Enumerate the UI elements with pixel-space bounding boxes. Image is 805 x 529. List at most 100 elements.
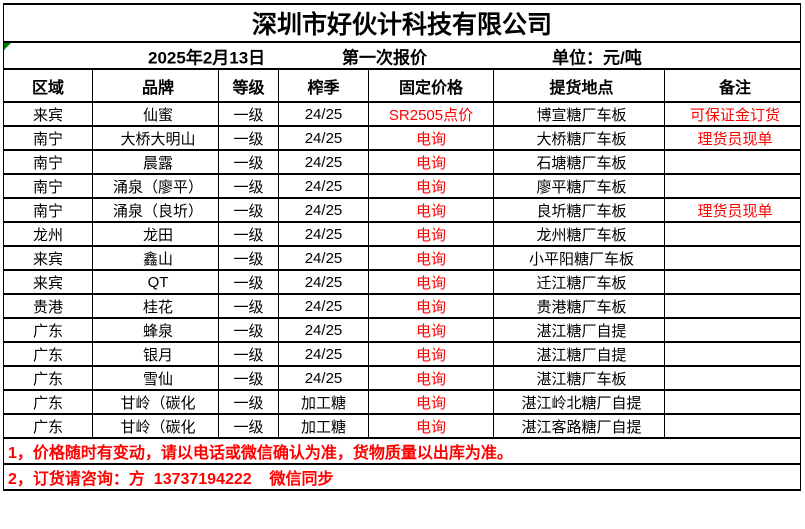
company-title: 深圳市好伙计科技有限公司	[2, 3, 802, 43]
cell-note	[663, 341, 802, 367]
cell-region: 广东	[3, 365, 93, 391]
cell-season: 24/25	[278, 125, 369, 151]
cell-region: 广东	[3, 389, 93, 415]
cell-price: 电询	[368, 245, 494, 271]
cell-price: 电询	[368, 125, 494, 151]
cell-region: 广东	[3, 317, 93, 343]
footnote-row-1: 1，价格随时有变动，请以电话或微信确认为准，货物质量以出库为准。	[2, 437, 802, 465]
cell-brand: 银月	[92, 341, 219, 367]
cell-brand: 大桥大明山	[92, 125, 219, 151]
cell-location: 博宣糖厂车板	[493, 101, 665, 127]
cell-region: 龙州	[3, 221, 93, 247]
cell-grade: 一级	[218, 197, 279, 223]
cell-season: 24/25	[278, 317, 369, 343]
cell-note: 理货员现单	[663, 197, 802, 223]
table-row: 广东 蜂泉 一级 24/25 电询 湛江糖厂自提	[3, 317, 802, 343]
cell-corner-indicator-icon	[4, 44, 11, 50]
cell-grade: 一级	[218, 365, 279, 391]
cell-brand: 蜂泉	[92, 317, 219, 343]
table-row: 广东 甘岭（碳化 一级 加工糖 电询 湛江岭北糖厂自提	[3, 389, 802, 415]
cell-grade: 一级	[218, 317, 279, 343]
table-row: 龙州 龙田 一级 24/25 电询 龙州糖厂车板	[3, 221, 802, 247]
cell-region: 南宁	[3, 149, 93, 175]
cell-season: 24/25	[278, 197, 369, 223]
cell-location: 大桥糖厂车板	[493, 125, 665, 151]
cell-price: 电询	[368, 269, 494, 295]
cell-price: 电询	[368, 389, 494, 415]
cell-grade: 一级	[218, 245, 279, 271]
cell-brand: 仙蜜	[92, 101, 219, 127]
cell-price: 电询	[368, 293, 494, 319]
cell-location: 小平阳糖厂车板	[493, 245, 665, 271]
cell-location: 贵港糖厂车板	[493, 293, 665, 319]
table-row: 广东 雪仙 一级 24/25 电询 湛江糖厂车板	[3, 365, 802, 391]
unit-label: 单位：元/吨	[552, 48, 642, 67]
cell-note	[663, 149, 802, 175]
quotation-table: 深圳市好伙计科技有限公司 2025年2月13日 第一次报价 单位：元/吨 区域 …	[2, 3, 802, 491]
cell-note	[663, 269, 802, 295]
table-row: 南宁 涌泉（良圻） 一级 24/25 电询 良圻糖厂车板 理货员现单	[3, 197, 802, 223]
cell-grade: 一级	[218, 341, 279, 367]
cell-brand: 鑫山	[92, 245, 219, 271]
cell-season: 加工糖	[278, 389, 369, 415]
cell-season: 加工糖	[278, 413, 369, 439]
cell-grade: 一级	[218, 413, 279, 439]
cell-season: 24/25	[278, 341, 369, 367]
cell-region: 广东	[3, 413, 93, 439]
cell-note: 可保证金订货	[663, 101, 802, 127]
table-row: 来宾 QT 一级 24/25 电询 迁江糖厂车板	[3, 269, 802, 295]
cell-price: 电询	[368, 413, 494, 439]
table-row: 南宁 涌泉（廖平） 一级 24/25 电询 廖平糖厂车板	[3, 173, 802, 199]
cell-location: 石塘糖厂车板	[493, 149, 665, 175]
cell-location: 湛江糖厂车板	[493, 365, 665, 391]
col-header-brand: 品牌	[92, 68, 219, 103]
cell-brand: 龙田	[92, 221, 219, 247]
cell-grade: 一级	[218, 269, 279, 295]
cell-season: 24/25	[278, 101, 369, 127]
cell-note	[663, 245, 802, 271]
cell-brand: 桂花	[92, 293, 219, 319]
cell-note	[663, 317, 802, 343]
cell-grade: 一级	[218, 389, 279, 415]
cell-location: 廖平糖厂车板	[493, 173, 665, 199]
table-row: 广东 银月 一级 24/25 电询 湛江糖厂自提	[3, 341, 802, 367]
cell-region: 来宾	[3, 269, 93, 295]
cell-brand: 涌泉（廖平）	[92, 173, 219, 199]
table-row: 南宁 晨露 一级 24/25 电询 石塘糖厂车板	[3, 149, 802, 175]
quote-round: 第一次报价	[342, 48, 427, 67]
cell-price: SR2505点价	[368, 101, 494, 127]
cell-location: 湛江糖厂自提	[493, 341, 665, 367]
table-row: 来宾 仙蜜 一级 24/25 SR2505点价 博宣糖厂车板 可保证金订货	[3, 101, 802, 127]
quote-date: 2025年2月13日	[148, 48, 266, 67]
col-header-location: 提货地点	[493, 68, 665, 103]
cell-season: 24/25	[278, 149, 369, 175]
cell-location: 龙州糖厂车板	[493, 221, 665, 247]
cell-region: 南宁	[3, 125, 93, 151]
cell-region: 来宾	[3, 101, 93, 127]
cell-grade: 一级	[218, 149, 279, 175]
date-row: 2025年2月13日 第一次报价 单位：元/吨	[2, 41, 802, 70]
cell-price: 电询	[368, 197, 494, 223]
cell-season: 24/25	[278, 269, 369, 295]
cell-grade: 一级	[218, 221, 279, 247]
cell-season: 24/25	[278, 293, 369, 319]
cell-grade: 一级	[218, 125, 279, 151]
cell-region: 广东	[3, 341, 93, 367]
cell-price: 电询	[368, 365, 494, 391]
cell-price: 电询	[368, 221, 494, 247]
table-body: 深圳市好伙计科技有限公司 2025年2月13日 第一次报价 单位：元/吨 区域 …	[2, 3, 802, 491]
table-header-row: 区域 品牌 等级 榨季 固定价格 提货地点 备注	[3, 68, 802, 103]
cell-note	[663, 221, 802, 247]
cell-season: 24/25	[278, 365, 369, 391]
cell-location: 迁江糖厂车板	[493, 269, 665, 295]
title-row: 深圳市好伙计科技有限公司	[2, 3, 802, 43]
table-row: 广东 甘岭（碳化 一级 加工糖 电询 湛江客路糖厂自提	[3, 413, 802, 439]
table-row: 来宾 鑫山 一级 24/25 电询 小平阳糖厂车板	[3, 245, 802, 271]
footnote-text: 2，订货请咨询：方 13737194222 微信同步	[2, 463, 802, 491]
table-row: 南宁 大桥大明山 一级 24/25 电询 大桥糖厂车板 理货员现单	[3, 125, 802, 151]
cell-note	[663, 365, 802, 391]
cell-price: 电询	[368, 149, 494, 175]
cell-brand: 甘岭（碳化	[92, 389, 219, 415]
cell-region: 来宾	[3, 245, 93, 271]
cell-note	[663, 293, 802, 319]
